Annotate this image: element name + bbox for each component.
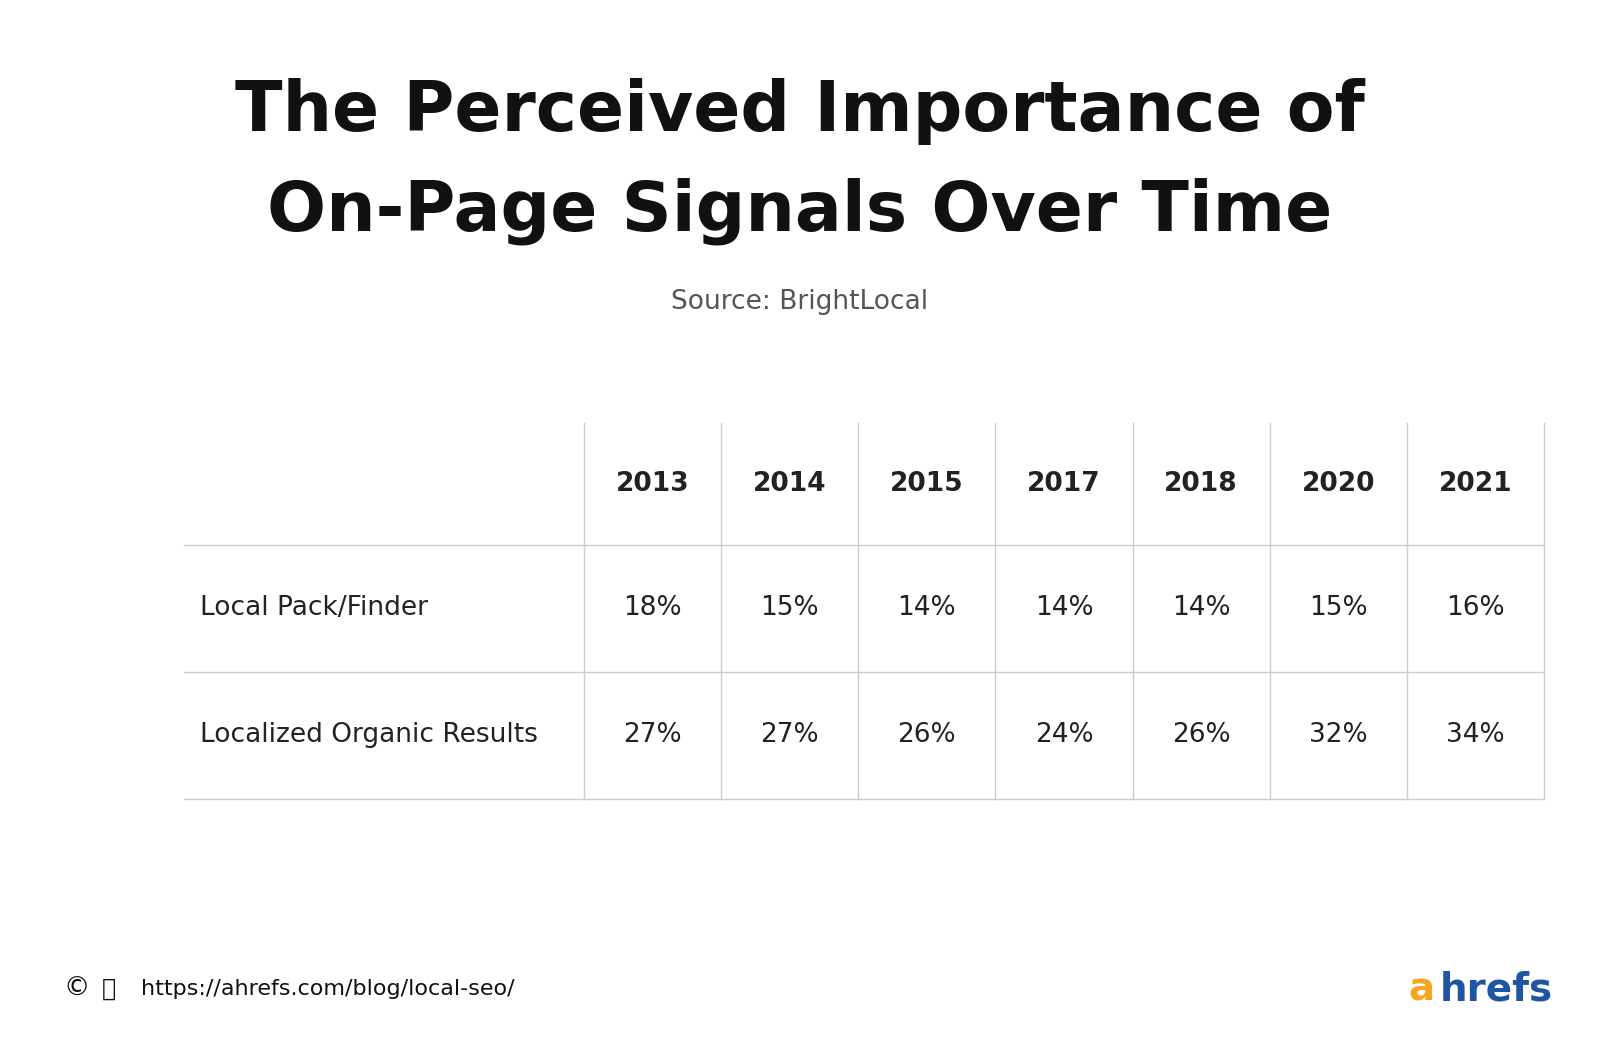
Text: On-Page Signals Over Time: On-Page Signals Over Time (267, 178, 1333, 245)
Text: 34%: 34% (1446, 723, 1504, 748)
Text: 15%: 15% (760, 596, 819, 621)
Text: 16%: 16% (1446, 596, 1504, 621)
Text: 2020: 2020 (1301, 471, 1374, 497)
Text: 2014: 2014 (754, 471, 827, 497)
Text: 14%: 14% (898, 596, 957, 621)
Text: 2021: 2021 (1438, 471, 1512, 497)
Text: 14%: 14% (1171, 596, 1230, 621)
Text: 26%: 26% (1171, 723, 1230, 748)
Text: ⓘ: ⓘ (102, 978, 115, 1001)
Text: 27%: 27% (760, 723, 819, 748)
Text: 15%: 15% (1309, 596, 1368, 621)
Text: https://ahrefs.com/blog/local-seo/: https://ahrefs.com/blog/local-seo/ (141, 980, 515, 999)
Text: Source: BrightLocal: Source: BrightLocal (672, 289, 928, 314)
Text: 27%: 27% (624, 723, 682, 748)
Text: ©: © (64, 977, 90, 1002)
Text: 2017: 2017 (1027, 471, 1101, 497)
Text: The Perceived Importance of: The Perceived Importance of (235, 77, 1365, 145)
Text: 2015: 2015 (890, 471, 963, 497)
Text: 24%: 24% (1035, 723, 1093, 748)
Text: Localized Organic Results: Localized Organic Results (200, 723, 538, 748)
Text: 2018: 2018 (1165, 471, 1238, 497)
Text: 32%: 32% (1309, 723, 1368, 748)
Text: 26%: 26% (898, 723, 957, 748)
Text: Local Pack/Finder: Local Pack/Finder (200, 596, 429, 621)
Text: hrefs: hrefs (1440, 970, 1554, 1008)
Text: 18%: 18% (624, 596, 682, 621)
Text: 14%: 14% (1035, 596, 1093, 621)
Text: 2013: 2013 (616, 471, 690, 497)
Text: a: a (1408, 970, 1434, 1008)
